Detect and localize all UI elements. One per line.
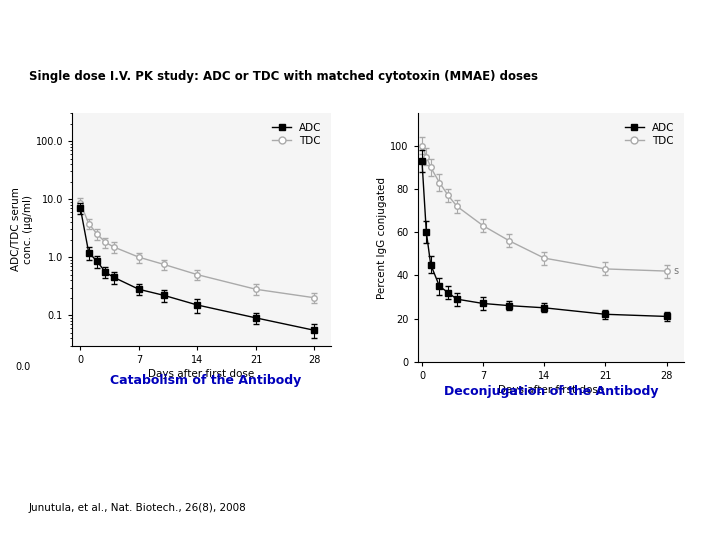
Text: Deconjugation of the Antibody: Deconjugation of the Antibody: [444, 385, 658, 398]
Text: Catabolism of the Antibody: Catabolism of the Antibody: [109, 374, 301, 387]
Text: 0.0: 0.0: [15, 362, 30, 372]
Y-axis label: ADC/TDC serum
conc. (μg/ml): ADC/TDC serum conc. (μg/ml): [11, 187, 32, 272]
Text: s: s: [673, 266, 679, 276]
Legend: ADC, TDC: ADC, TDC: [268, 119, 326, 150]
X-axis label: Days after first dose: Days after first dose: [148, 369, 255, 379]
Y-axis label: Percent IgG conjugated: Percent IgG conjugated: [377, 177, 387, 299]
X-axis label: Days after first dose: Days after first dose: [498, 385, 604, 395]
Legend: ADC, TDC: ADC, TDC: [621, 119, 679, 150]
Text: Junutula, et al., Nat. Biotech., 26(8), 2008: Junutula, et al., Nat. Biotech., 26(8), …: [29, 503, 246, 512]
Text: Single dose I.V. PK study: ADC or TDC with matched cytotoxin (MMAE) doses: Single dose I.V. PK study: ADC or TDC wi…: [29, 70, 538, 83]
Text: Catabolism and Deconjugation of TDC is Slower than ADC in Rats: Catabolism and Deconjugation of TDC is S…: [11, 21, 648, 38]
